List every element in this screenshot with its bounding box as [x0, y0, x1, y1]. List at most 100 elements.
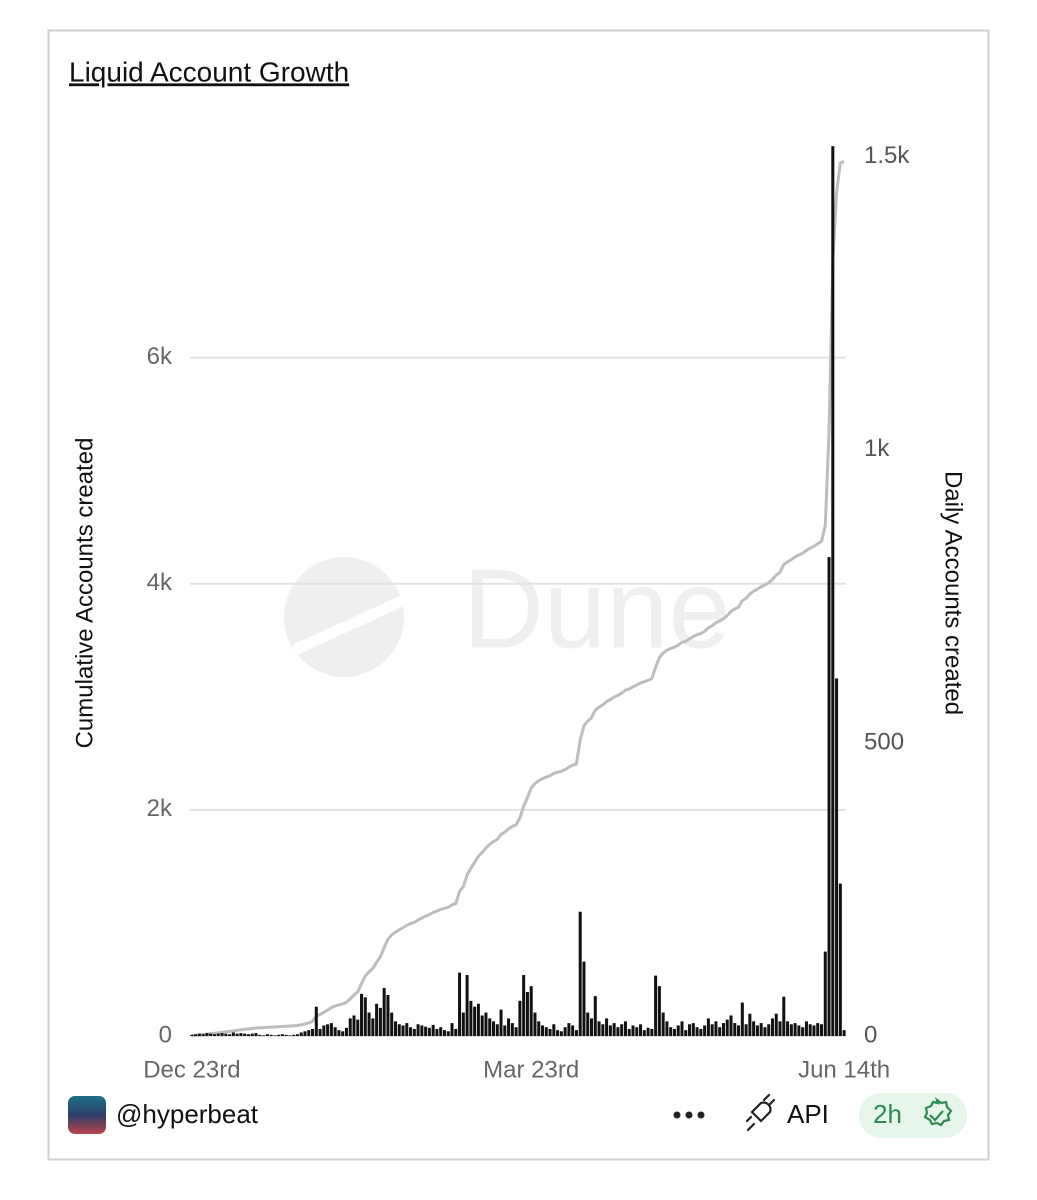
bar [816, 1023, 820, 1036]
bar [714, 1021, 718, 1036]
bar [197, 1033, 201, 1036]
bar [205, 1033, 209, 1036]
y-tick-label: 2k [147, 795, 173, 822]
bar [812, 1025, 816, 1036]
bar [778, 1021, 782, 1036]
bar [650, 1028, 654, 1036]
bar [420, 1025, 424, 1036]
bar [740, 1002, 744, 1036]
bar [548, 1028, 552, 1036]
y2-tick-label: 1k [864, 435, 890, 462]
more-menu[interactable] [673, 1111, 705, 1119]
bar [627, 1028, 631, 1036]
bar [356, 1019, 360, 1036]
y2-tick-label: 500 [864, 728, 904, 755]
bar [499, 1009, 503, 1036]
bar [827, 557, 831, 1036]
bar [424, 1026, 428, 1036]
username[interactable]: @hyperbeat [116, 1099, 259, 1129]
y-tick-label: 4k [147, 569, 173, 596]
bar [484, 1012, 488, 1036]
bar [258, 1034, 262, 1036]
bar [273, 1035, 277, 1036]
bar [533, 1012, 537, 1036]
bar [322, 1025, 326, 1036]
api-link[interactable]: API [787, 1099, 829, 1129]
bar [476, 1003, 480, 1036]
bar [510, 1023, 514, 1036]
bar [835, 678, 839, 1036]
bar [491, 1021, 496, 1036]
bar [646, 1027, 650, 1036]
x-tick-label: Jun 14th [798, 1056, 890, 1083]
bar [235, 1033, 239, 1036]
bar [586, 1012, 590, 1036]
bar [216, 1033, 220, 1036]
bar [239, 1033, 243, 1036]
bar [280, 1034, 284, 1036]
bar [582, 961, 586, 1036]
bar [212, 1034, 217, 1036]
bar [556, 1030, 560, 1036]
bar [552, 1024, 556, 1036]
bar [744, 1024, 748, 1036]
bar [360, 993, 364, 1036]
bar [450, 1023, 454, 1036]
bar [311, 1028, 315, 1036]
refresh-age: 2h [873, 1099, 902, 1129]
bar [676, 1025, 680, 1036]
bar [393, 1021, 397, 1036]
bar [770, 1018, 774, 1036]
bar [544, 1027, 548, 1036]
bar [590, 1018, 594, 1036]
bar [352, 1015, 356, 1036]
bar [737, 1025, 741, 1036]
bar [409, 1027, 413, 1036]
bar [574, 1030, 578, 1036]
refresh-badge[interactable] [859, 1093, 967, 1138]
bar [201, 1034, 205, 1036]
bar [623, 1021, 627, 1036]
y2-tick-label: 0 [864, 1021, 877, 1048]
bar [518, 1000, 522, 1036]
bar [823, 951, 827, 1036]
bar [228, 1034, 232, 1036]
bar [654, 975, 658, 1036]
y-axis-label: Cumulative Accounts created [71, 438, 98, 749]
bar [752, 1021, 756, 1036]
chart-title[interactable]: Liquid Account Growth [69, 56, 349, 87]
bar [299, 1032, 303, 1036]
bar [243, 1033, 247, 1036]
bar [329, 1023, 333, 1036]
bar [721, 1023, 725, 1036]
bar [514, 1027, 518, 1036]
avatar[interactable] [68, 1096, 106, 1134]
bar [288, 1035, 292, 1036]
bar [612, 1023, 616, 1036]
bar [699, 1028, 703, 1036]
y2-tick-label: 1.5k [864, 142, 910, 169]
bar [307, 1030, 311, 1036]
bar [616, 1027, 620, 1036]
bar [262, 1035, 266, 1036]
bar [786, 1021, 790, 1036]
bar [503, 1025, 507, 1036]
bar [608, 1025, 612, 1036]
bar [314, 1006, 318, 1036]
bar [808, 1024, 812, 1036]
y-tick-label: 0 [159, 1021, 172, 1048]
bar [367, 1012, 371, 1036]
bar [819, 1024, 824, 1036]
bar [755, 1025, 759, 1036]
bar [789, 1024, 793, 1036]
watermark-logo [284, 557, 404, 677]
bar [578, 911, 582, 1036]
line [191, 160, 845, 1038]
bar [269, 1034, 273, 1036]
plug-icon[interactable] [745, 1093, 776, 1132]
watermark: Dune [463, 547, 731, 672]
bar [540, 1025, 545, 1036]
bar [284, 1034, 288, 1036]
bar [390, 1012, 394, 1036]
